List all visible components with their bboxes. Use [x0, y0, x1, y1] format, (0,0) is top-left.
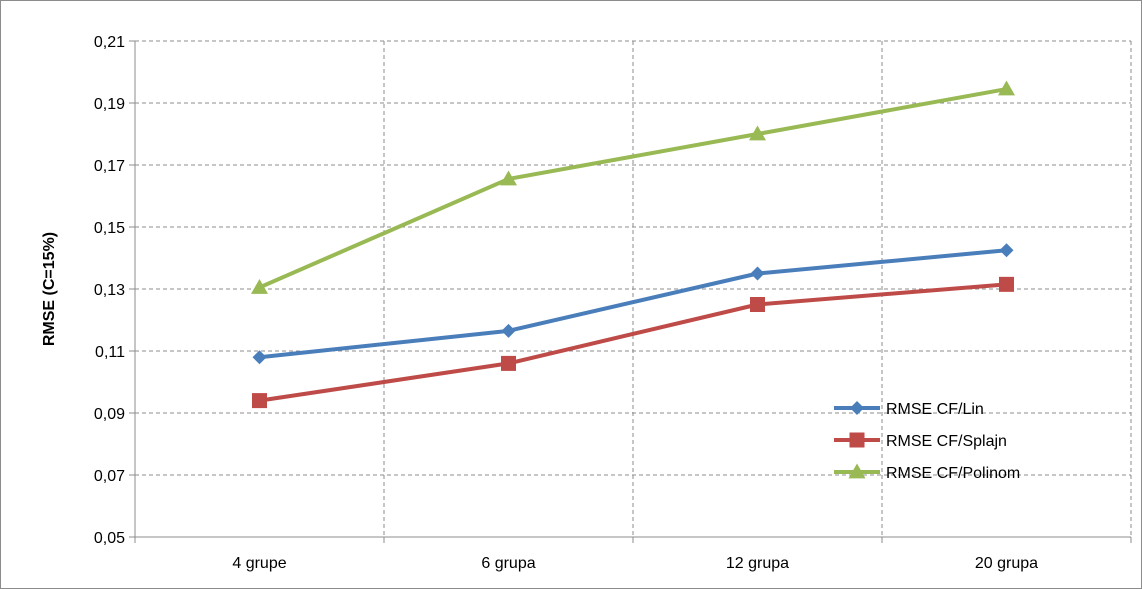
y-tick-label: 0,05 [94, 530, 125, 547]
series-2 [252, 276, 1014, 409]
y-tick-label: 0,21 [94, 34, 125, 51]
x-tick-label: 6 grupa [481, 555, 535, 572]
tick-labels: 0,05 0,07 0,09 0,11 0,13 0,15 0,17 0,19 0,21 4 gr… [94, 34, 1038, 572]
data-point [252, 393, 267, 409]
axes [129, 40, 1132, 543]
x-tick-label: 12 grupa [726, 555, 789, 572]
legend-label: RMSE CF/Lin [886, 401, 984, 418]
legend-marker [848, 463, 866, 479]
legend-item-3: RMSE CF/Polinom [834, 463, 1020, 482]
legend-marker [850, 401, 864, 415]
x-tick-label: 20 grupa [975, 555, 1038, 572]
data-point [252, 350, 267, 365]
series-1 [252, 243, 1014, 365]
grid-lines [135, 40, 1132, 537]
data-point [750, 297, 765, 312]
y-tick-label: 0,09 [94, 406, 125, 423]
legend: RMSE CF/Lin RMSE CF/Splajn RMSE CF/Polinom [834, 401, 1020, 482]
y-tick-label: 0,17 [94, 158, 125, 175]
x-tick-label: 4 grupe [232, 555, 286, 572]
series-3 [251, 80, 1015, 294]
series-line [257, 87, 1009, 290]
y-tick-label: 0,07 [94, 468, 125, 485]
y-tick-label: 0,19 [94, 96, 125, 113]
data-point [501, 323, 516, 338]
y-tick-label: 0,13 [94, 282, 125, 299]
data-point [251, 278, 268, 294]
series-line [257, 282, 1009, 403]
legend-label: RMSE CF/Splajn [886, 433, 1007, 450]
legend-label: RMSE CF/Polinom [886, 465, 1020, 482]
y-tick-label: 0,11 [95, 344, 125, 361]
legend-marker [849, 432, 865, 448]
data-point [500, 170, 517, 186]
data-point [999, 243, 1014, 258]
legend-item-1: RMSE CF/Lin [834, 401, 984, 418]
data-point [749, 125, 766, 141]
data-point [999, 276, 1014, 292]
data-point [750, 266, 765, 281]
y-tick-label: 0,15 [94, 220, 125, 237]
data-point [998, 80, 1015, 96]
data-point [501, 355, 516, 371]
series-lines [251, 80, 1015, 409]
series-line [257, 248, 1009, 360]
legend-item-2: RMSE CF/Splajn [834, 432, 1007, 450]
y-axis-title: RMSE (C=15%) [41, 232, 58, 346]
